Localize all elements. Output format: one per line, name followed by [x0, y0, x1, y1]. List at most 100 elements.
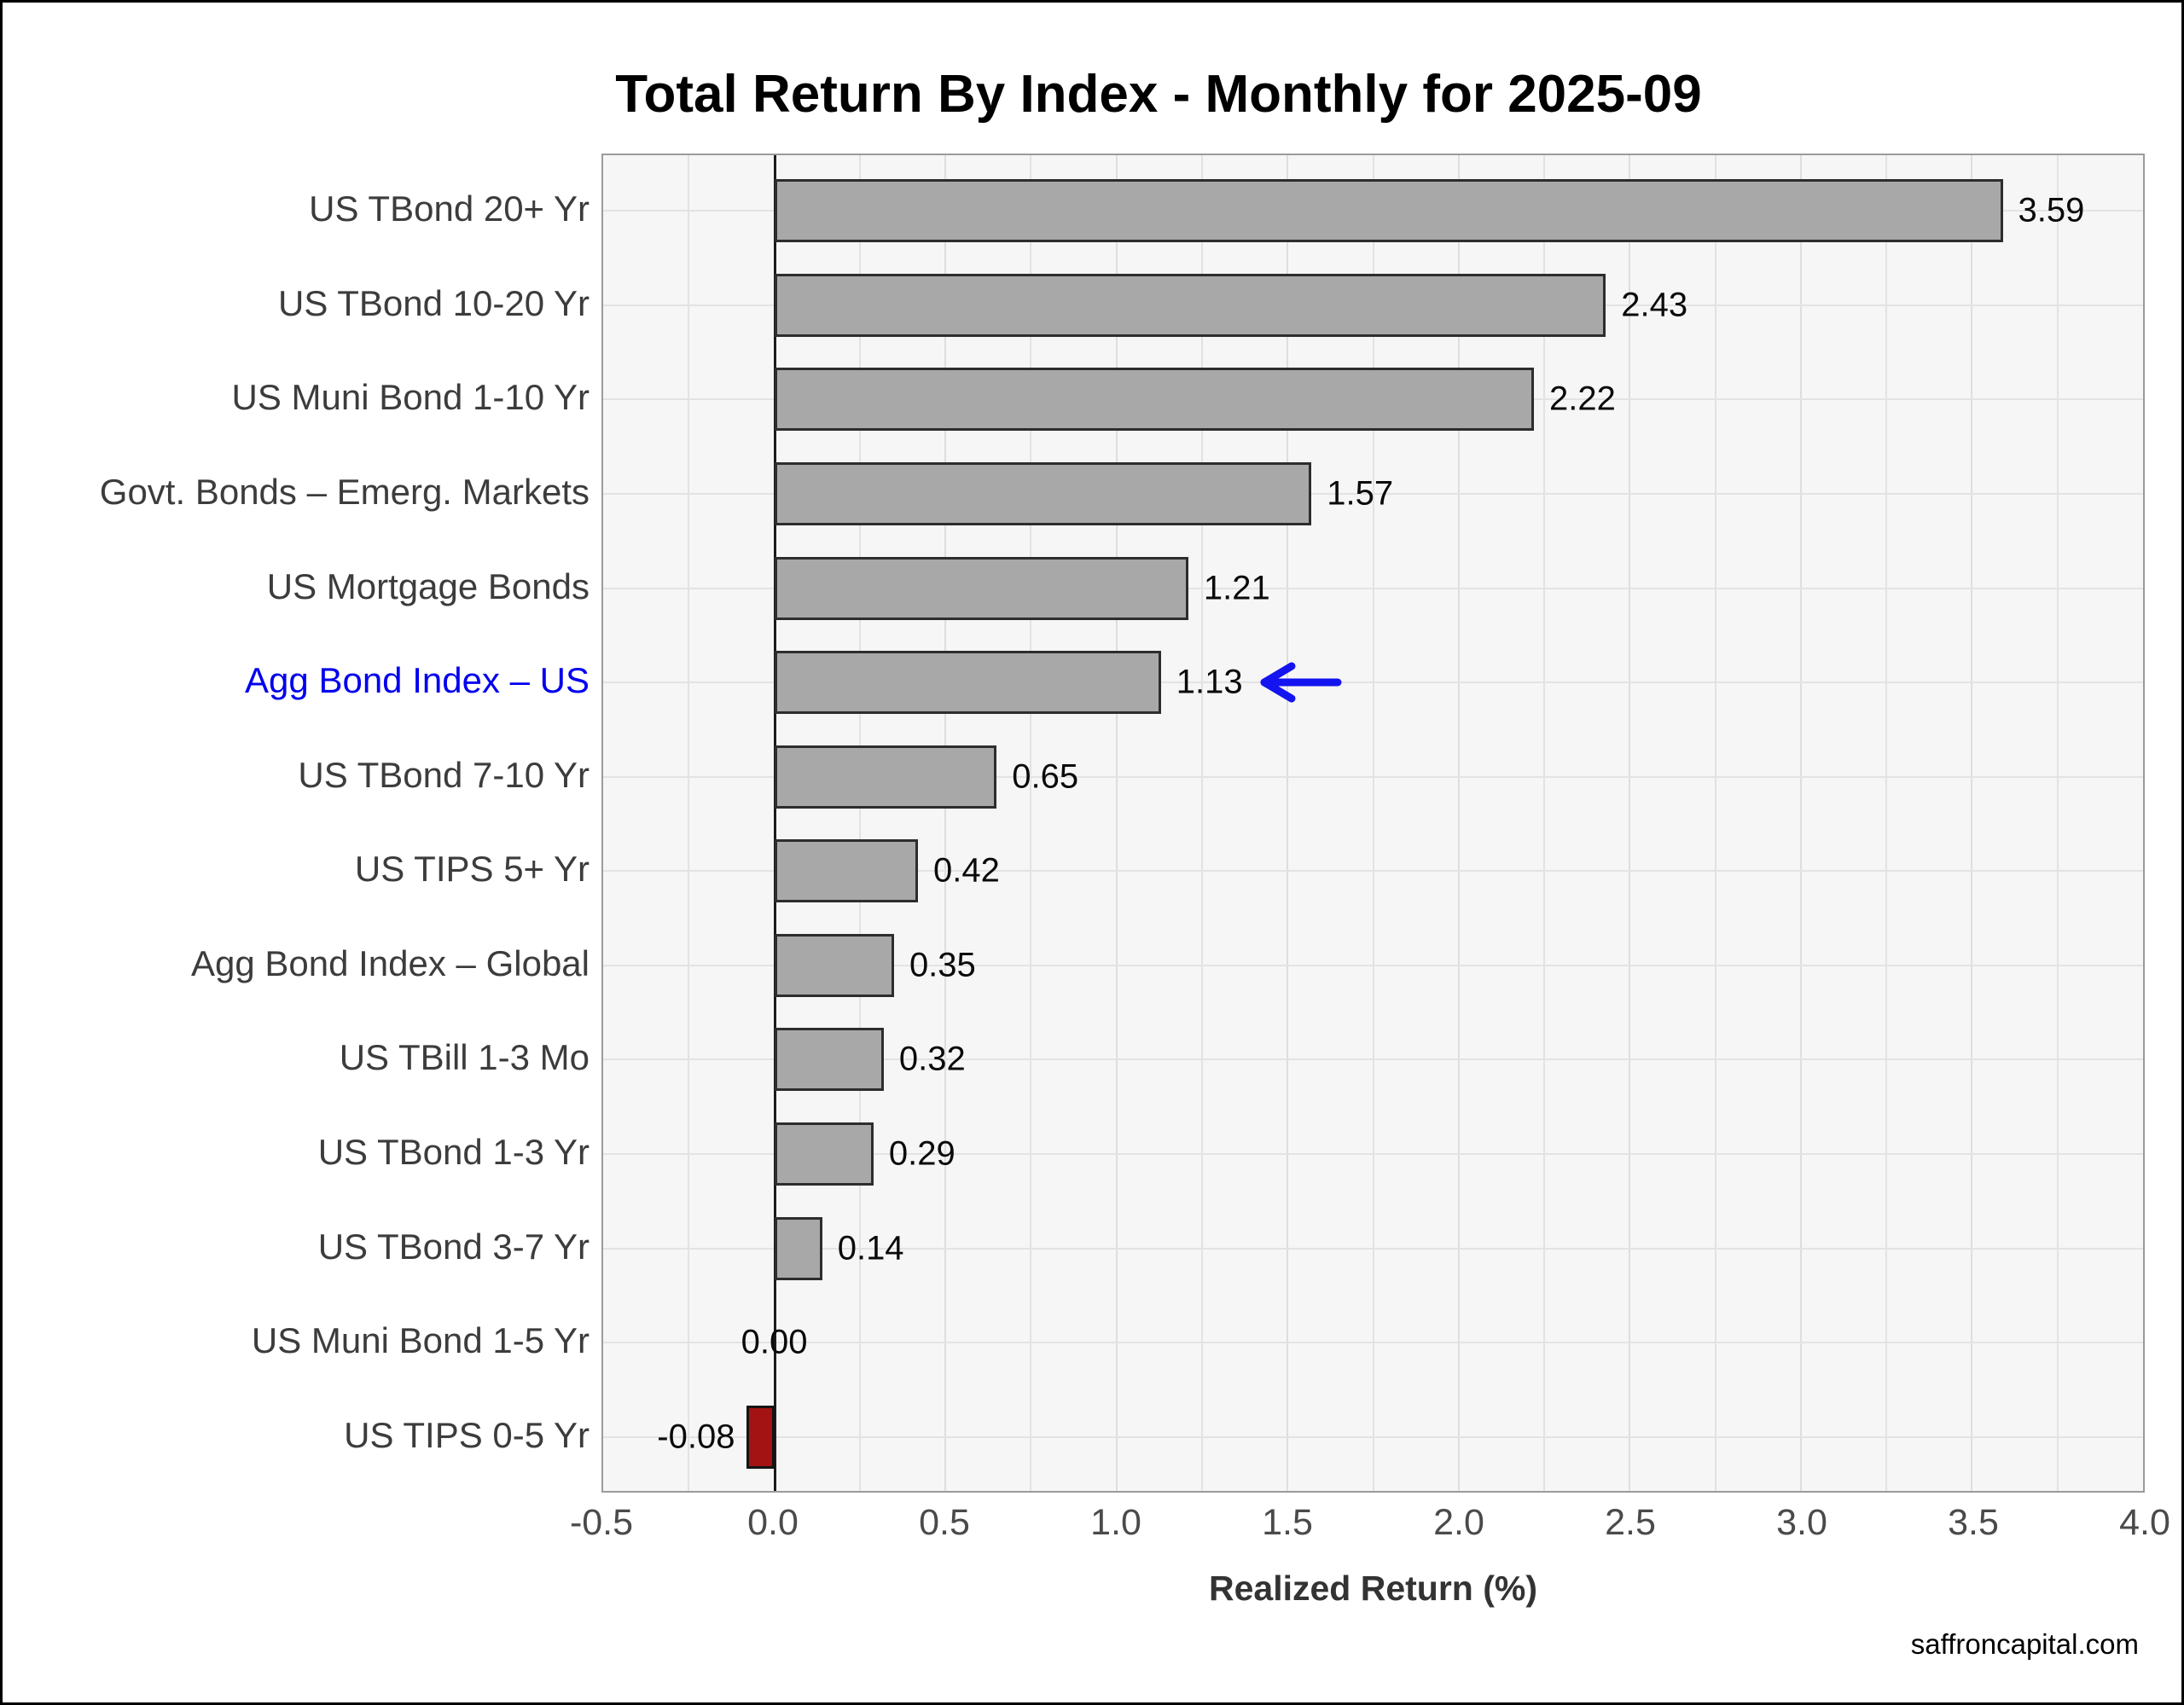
bar-row: -0.08 — [603, 1389, 2143, 1484]
value-label: 3.59 — [2018, 191, 2085, 229]
value-label: 1.57 — [1327, 474, 1394, 513]
category-label: US TBond 1-3 Yr — [317, 1132, 590, 1172]
vertical-gridline — [944, 155, 947, 1491]
bar-positive — [774, 556, 1188, 620]
x-tick-label: 0.5 — [919, 1502, 970, 1543]
chart-title: Total Return By Index - Monthly for 2025… — [615, 65, 1702, 124]
bar-positive — [774, 179, 2003, 243]
category-axis: US TBond 20+ Yr US TBond 10-20 Yr US Muni … — [3, 162, 590, 1482]
footer-watermark: saffroncapital.com — [1910, 1628, 2139, 1660]
horizontal-gridline — [603, 493, 2143, 495]
bar-row: 1.21 — [603, 541, 2143, 635]
horizontal-gridline — [603, 681, 2143, 684]
value-label: 0.65 — [1012, 757, 1079, 796]
x-tick-label: 3.5 — [1948, 1502, 1999, 1543]
vertical-gridline — [2056, 155, 2059, 1491]
horizontal-gridline — [603, 775, 2143, 778]
category-label: US TBond 7-10 Yr — [298, 754, 590, 795]
category-label: US TBond 10-20 Yr — [278, 282, 590, 323]
vertical-gridline — [1115, 155, 1118, 1491]
bar-row: 3.59 — [603, 164, 2143, 258]
value-label: 0.00 — [741, 1323, 808, 1361]
horizontal-gridline — [603, 1435, 2143, 1438]
vertical-gridline — [1457, 155, 1460, 1491]
bar-row: 0.35 — [603, 919, 2143, 1013]
vertical-gridline — [1287, 155, 1289, 1491]
horizontal-gridline — [603, 964, 2143, 966]
value-label: 0.32 — [898, 1040, 966, 1078]
bar-row: 0.14 — [603, 1201, 2143, 1296]
category-label: Agg Bond Index – Global — [190, 942, 590, 983]
vertical-gridline — [1971, 155, 1973, 1491]
bar-positive — [774, 273, 1606, 337]
zero-baseline — [773, 155, 776, 1491]
bar-row: 1.13 — [603, 635, 2143, 730]
category-label: US TBill 1-3 Mo — [339, 1037, 590, 1078]
category-label: US TBond 20+ Yr — [309, 188, 590, 229]
bar-positive — [774, 1122, 874, 1186]
horizontal-gridline — [603, 870, 2143, 873]
value-label: 0.14 — [837, 1229, 904, 1267]
bar-row: 0.32 — [603, 1012, 2143, 1107]
vertical-gridline — [1030, 155, 1032, 1491]
bar-positive — [774, 368, 1534, 432]
vertical-gridline — [1714, 155, 1716, 1491]
bar-positive — [774, 1028, 884, 1092]
value-label: 2.43 — [1621, 286, 1688, 324]
value-label: -0.08 — [657, 1418, 735, 1456]
bar-negative — [746, 1405, 775, 1469]
category-label: US TIPS 5+ Yr — [354, 849, 590, 890]
x-tick-label: 0.0 — [747, 1502, 799, 1543]
bar-rows: 3.59 2.43 2.22 1.57 1.21 1.13 0.65 0.42 0.35 0.32… — [603, 164, 2143, 1484]
category-label: US Muni Bond 1-10 Yr — [231, 377, 590, 418]
blue-left-arrow-icon — [1260, 662, 1342, 703]
value-label: 1.13 — [1176, 663, 1243, 701]
horizontal-gridline — [603, 1058, 2143, 1061]
bar-row: 0.29 — [603, 1107, 2143, 1202]
bar-row: 0.00 — [603, 1296, 2143, 1390]
bar-row: 1.57 — [603, 447, 2143, 542]
vertical-gridline — [1885, 155, 1888, 1491]
category-label-highlighted: Agg Bond Index – US — [245, 660, 590, 701]
bar-positive — [774, 839, 918, 903]
x-tick-label: 3.0 — [1776, 1502, 1827, 1543]
bar-positive — [774, 745, 997, 809]
x-tick-label: 1.5 — [1262, 1502, 1313, 1543]
bar-row: 0.65 — [603, 729, 2143, 824]
category-label: Govt. Bonds – Emerg. Markets — [99, 472, 590, 512]
value-label: 1.21 — [1203, 569, 1270, 607]
value-label: 0.29 — [888, 1134, 956, 1173]
category-label: US TBond 3-7 Yr — [317, 1226, 590, 1267]
bar-positive — [774, 1216, 822, 1280]
plot-area: 3.59 2.43 2.22 1.57 1.21 1.13 0.65 0.42 0.35 0.32… — [601, 154, 2145, 1493]
bar-positive — [774, 651, 1161, 715]
vertical-gridline — [1799, 155, 1802, 1491]
category-label: US Muni Bond 1-5 Yr — [251, 1320, 590, 1361]
x-tick-label: -0.5 — [569, 1502, 634, 1543]
horizontal-gridline — [603, 1153, 2143, 1155]
bar-row: 2.22 — [603, 352, 2143, 447]
vertical-gridline — [1543, 155, 1546, 1491]
bar-row: 0.42 — [603, 824, 2143, 919]
vertical-gridline — [1629, 155, 1631, 1491]
horizontal-gridline — [603, 1247, 2143, 1250]
horizontal-gridline — [603, 587, 2143, 589]
x-tick-label: 2.0 — [1433, 1502, 1484, 1543]
vertical-gridline — [858, 155, 861, 1491]
x-axis-title: Realized Return (%) — [1209, 1569, 1537, 1608]
category-label: US TIPS 0-5 Yr — [344, 1414, 590, 1455]
x-tick-label: 2.5 — [1605, 1502, 1656, 1543]
category-label: US Mortgage Bonds — [266, 565, 590, 606]
vertical-gridline — [1372, 155, 1374, 1491]
value-label: 0.42 — [933, 851, 1000, 890]
bar-positive — [774, 933, 894, 997]
x-tick-label: 1.0 — [1090, 1502, 1141, 1543]
bar-positive — [774, 461, 1312, 525]
x-tick-label: 4.0 — [2119, 1502, 2170, 1543]
value-label: 2.22 — [1549, 380, 1616, 418]
value-label: 0.35 — [909, 946, 976, 984]
horizontal-gridline — [603, 1342, 2143, 1344]
bar-row: 2.43 — [603, 258, 2143, 353]
vertical-gridline — [688, 155, 690, 1491]
